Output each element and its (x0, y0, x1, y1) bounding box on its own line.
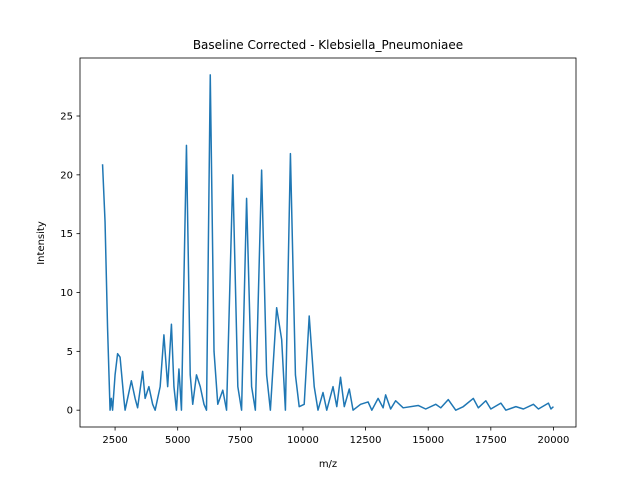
x-tick-label: 15000 (412, 435, 444, 446)
x-tick-label: 20000 (538, 435, 570, 446)
plot-frame (79, 57, 577, 428)
x-tick-label: 17500 (475, 435, 507, 446)
x-tick-label: 2500 (102, 435, 127, 446)
x-tick-label: 5000 (165, 435, 190, 446)
x-tick-label: 12500 (350, 435, 382, 446)
x-axis-label: m/z (319, 459, 337, 470)
x-tick-label: 10000 (287, 435, 319, 446)
y-tick-label: 10 (60, 288, 73, 299)
y-tick-label: 20 (60, 170, 73, 181)
y-tick-label: 25 (60, 112, 73, 123)
y-tick-label: 5 (67, 347, 73, 358)
data-line (101, 74, 554, 411)
y-axis-label: Intensity (36, 221, 47, 265)
x-tick-label: 7500 (228, 435, 253, 446)
y-tick-label: 15 (60, 229, 73, 240)
y-tick-label: 0 (67, 406, 73, 417)
chart-title: Baseline Corrected - Klebsiella_Pneumoni… (193, 38, 463, 52)
